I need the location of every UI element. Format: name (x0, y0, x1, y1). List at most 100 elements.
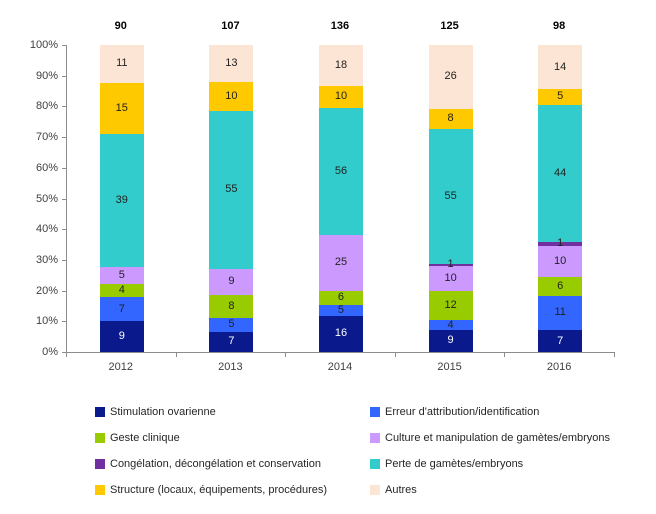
bar-segment: 5 (99, 266, 144, 284)
bar-segment-value: 10 (444, 271, 457, 284)
bar-segment-value: 9 (228, 275, 235, 288)
bar-segment: 1 (538, 238, 583, 249)
bar-segment: 16 (318, 315, 363, 352)
bar-total-label: 136 (330, 20, 350, 32)
stacked-bar: 7 11 6 10 1 44 5 14 (538, 45, 583, 352)
legend-row: Congélation, décongélation et conservati… (95, 458, 640, 484)
stacked-bar: 16 5 6 25 56 10 18 (318, 45, 363, 352)
bar-segment: 6 (538, 276, 583, 296)
bar-segment-value: 9 (118, 330, 125, 343)
bar-segment: 25 (318, 234, 363, 292)
legend-item: Culture et manipulation de gamètes/embry… (370, 432, 610, 444)
bar-segment-value: 5 (118, 268, 125, 281)
bar-total-label: 125 (440, 20, 459, 32)
bar-segment-value: 11 (554, 306, 566, 319)
bar-segment: 8 (428, 108, 473, 129)
x-axis-tick-mark (614, 353, 615, 357)
bar-segment: 11 (538, 295, 583, 331)
bar-segment-value: 7 (118, 302, 125, 315)
bar-segment: 11 (99, 45, 144, 83)
x-axis-tick-mark (66, 353, 67, 357)
y-axis-tick-mark (62, 290, 66, 292)
legend-item: Perte de gamètes/embryons (370, 458, 523, 470)
bar-segment: 10 (538, 245, 583, 277)
bar-segment: 6 (318, 291, 363, 305)
bar-segment-value: 12 (444, 298, 457, 311)
bar-segment: 55 (428, 128, 473, 264)
y-axis-tick-label: 50% (35, 192, 58, 205)
bar-segment-value: 1 (447, 258, 454, 271)
bar-segment: 1 (428, 259, 473, 270)
stacked-bar: 7 5 8 9 55 10 13 (209, 45, 254, 352)
legend-label: Structure (locaux, équipements, procédur… (110, 484, 328, 496)
legend-swatch (370, 407, 380, 417)
bar-column: 9 7 4 5 39 15 11 (67, 45, 177, 352)
plot-area: 9 7 4 5 39 15 11 7 5 8 9 55 10 13 16 5 6 25 56 10 18 9 4 12 10 1 5… (66, 45, 615, 353)
bar-segment-value: 56 (334, 164, 348, 177)
x-axis-category-label: 2016 (546, 361, 572, 373)
y-axis-tick-mark (62, 75, 66, 77)
bar-segment: 9 (428, 329, 473, 352)
bar-segment-value: 5 (228, 318, 235, 331)
bar-column: 16 5 6 25 56 10 18 (286, 45, 396, 352)
bar-segment-value: 7 (557, 334, 564, 347)
bar-segment: 26 (428, 45, 473, 109)
bar-column: 7 5 8 9 55 10 13 (177, 45, 287, 352)
legend-label: Geste clinique (110, 432, 180, 444)
legend-swatch (370, 459, 380, 469)
legend-swatch (95, 407, 105, 417)
y-axis-tick-label: 70% (35, 131, 58, 144)
bar-segment: 10 (428, 266, 473, 291)
bar-segment-value: 55 (225, 183, 238, 196)
legend-swatch (95, 485, 105, 495)
bar-segment-value: 25 (334, 256, 348, 269)
bar-segment-value: 9 (447, 334, 454, 347)
bar-total-label: 98 (553, 20, 566, 32)
legend-item: Geste clinique (95, 432, 370, 444)
legend-swatch (95, 433, 105, 443)
bar-segment-value: 6 (337, 291, 345, 304)
y-axis-tick-label: 10% (35, 315, 58, 328)
y-axis-tick-mark (62, 321, 66, 323)
bar-segment-value: 13 (225, 57, 238, 70)
totals-row: 90 107 136 125 98 (66, 20, 614, 34)
bar-segment: 39 (99, 133, 144, 267)
bar-segment: 10 (209, 82, 254, 112)
bar-segment-value: 8 (447, 112, 454, 125)
bar-segment-value: 5 (337, 303, 345, 316)
y-axis-tick-label: 0% (42, 346, 58, 358)
bar-segment: 9 (99, 321, 144, 352)
bar-segment-value: 11 (116, 57, 128, 70)
legend-swatch (370, 485, 380, 495)
bar-segment: 18 (318, 45, 363, 86)
y-axis-tick-label: 30% (35, 253, 58, 266)
y-axis-tick-mark (62, 137, 66, 139)
x-axis-category-label: 2014 (327, 361, 353, 373)
bar-segment-value: 8 (228, 299, 235, 312)
bar-segment: 14 (538, 45, 583, 89)
bar-total-label: 90 (114, 20, 127, 32)
bar-segment-value: 55 (444, 189, 457, 202)
legend-swatch (95, 459, 105, 469)
bar-column: 9 4 12 10 1 55 8 26 (396, 45, 506, 352)
x-axis-tick-mark (285, 353, 287, 357)
y-axis-tick-mark (62, 106, 66, 108)
bar-column: 7 11 6 10 1 44 5 14 (505, 45, 615, 352)
y-axis-tick-label: 80% (35, 100, 58, 113)
bar-segment: 8 (209, 294, 254, 318)
bar-segment: 4 (99, 283, 144, 298)
legend-item: Structure (locaux, équipements, procédur… (95, 484, 370, 496)
bar-segment: 15 (99, 82, 144, 134)
legend-item: Autres (370, 484, 417, 496)
stacked-bar: 9 7 4 5 39 15 11 (99, 45, 144, 352)
bar-segment: 55 (209, 111, 254, 269)
y-axis-tick-label: 60% (35, 161, 58, 174)
bar-segment: 12 (428, 290, 473, 321)
bar-segment: 44 (538, 104, 583, 243)
legend-label: Stimulation ovarienne (110, 406, 216, 418)
bar-segment-value: 10 (554, 254, 567, 267)
bar-segment-value: 7 (228, 335, 235, 348)
y-axis-tick-mark (62, 259, 66, 261)
x-axis-category-label: 2013 (218, 361, 243, 373)
y-axis-tick-mark (62, 352, 66, 353)
